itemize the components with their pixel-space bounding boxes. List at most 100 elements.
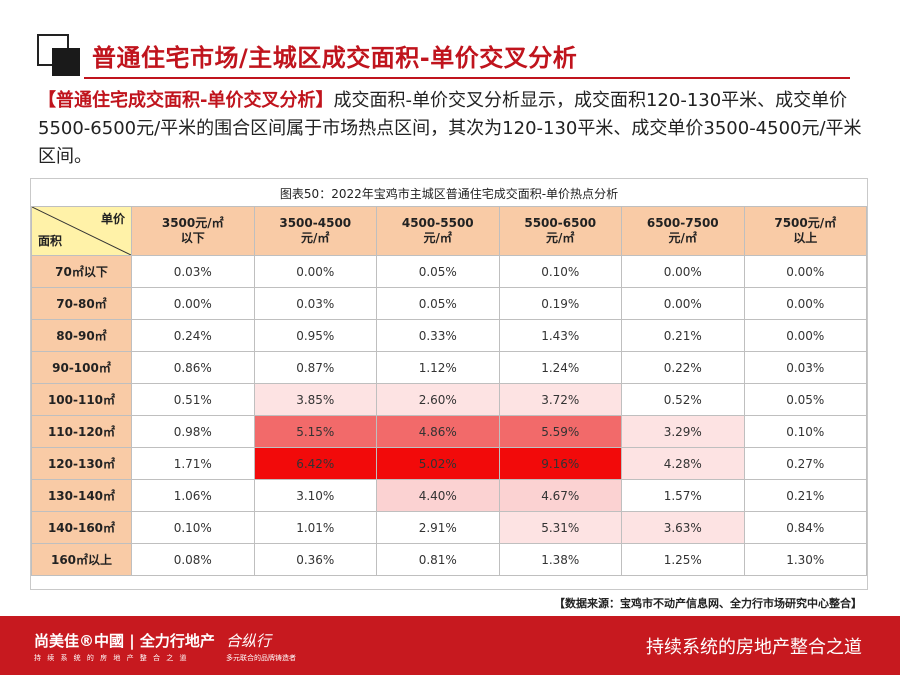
table-cell: 0.10% bbox=[131, 511, 255, 544]
table-row: 90-100㎡ 0.86% 0.87% 1.12% 1.24% 0.22% 0.03% bbox=[31, 351, 867, 384]
table-cell: 1.25% bbox=[621, 543, 745, 576]
heat-table-frame: 图表50：2022年宝鸡市主城区普通住宅成交面积-单价热点分析 单价 面积 35… bbox=[30, 178, 868, 590]
table-cell: 0.19% bbox=[498, 287, 622, 320]
table-cell: 4.28% bbox=[621, 447, 745, 480]
table-row: 100-110㎡ 0.51% 3.85% 2.60% 3.72% 0.52% 0.05% bbox=[31, 383, 867, 416]
column-header-line2: 元/㎡ bbox=[546, 231, 575, 245]
table-cell: 0.95% bbox=[253, 319, 377, 352]
table-cell: 0.00% bbox=[743, 255, 867, 288]
table-cell: 3.72% bbox=[498, 383, 622, 416]
intro-paragraph: 【普通住宅成交面积-单价交叉分析】成交面积-单价交叉分析显示，成交面积120-1… bbox=[38, 87, 868, 171]
table-cell: 1.01% bbox=[253, 511, 377, 544]
table-cell: 0.81% bbox=[376, 543, 500, 576]
column-header-line1: 5500-6500 bbox=[524, 216, 597, 230]
table-cell: 3.85% bbox=[253, 383, 377, 416]
heat-table: 单价 面积 3500元/㎡ 以下 3500-4500 元/㎡ 4500-5500 元/… bbox=[31, 206, 867, 576]
footer-bar: 尚美佳®中國 | 全力行地产 持 续 系 统 的 房 地 产 整 合 之 道 合… bbox=[0, 616, 900, 675]
table-cell: 0.24% bbox=[131, 319, 255, 352]
table-cell: 0.08% bbox=[131, 543, 255, 576]
column-header-line1: 6500-7500 bbox=[646, 216, 719, 230]
table-row: 140-160㎡ 0.10% 1.01% 2.91% 5.31% 3.63% 0.84% bbox=[31, 511, 867, 544]
table-cell: 0.36% bbox=[253, 543, 377, 576]
row-header: 100-110㎡ bbox=[31, 383, 132, 416]
table-cell: 0.00% bbox=[743, 287, 867, 320]
row-header: 90-100㎡ bbox=[31, 351, 132, 384]
table-cell: 0.21% bbox=[743, 479, 867, 512]
table-row: 160㎡以上 0.08% 0.36% 0.81% 1.38% 1.25% 1.30% bbox=[31, 543, 867, 576]
table-cell: 2.60% bbox=[376, 383, 500, 416]
table-row: 80-90㎡ 0.24% 0.95% 0.33% 1.43% 0.21% 0.00% bbox=[31, 319, 867, 352]
header-logo-block bbox=[52, 48, 80, 76]
table-corner-cell: 单价 面积 bbox=[31, 206, 132, 256]
table-cell: 0.05% bbox=[743, 383, 867, 416]
table-cell: 0.05% bbox=[376, 255, 500, 288]
intro-text: 成交面积-单价交叉分析显示，成交面积120-130平米、成交单价5500-650… bbox=[38, 90, 862, 167]
column-header-line2: 以下 bbox=[180, 231, 205, 245]
table-cell: 9.16% bbox=[498, 447, 622, 480]
corner-area-label: 面积 bbox=[38, 234, 63, 248]
column-header-line1: 4500-5500 bbox=[401, 216, 474, 230]
table-cell: 1.71% bbox=[131, 447, 255, 480]
table-cell: 0.86% bbox=[131, 351, 255, 384]
footer-brand-2-tagline: 多元联合的品牌铸造者 bbox=[226, 654, 296, 662]
row-header: 70-80㎡ bbox=[31, 287, 132, 320]
table-cell: 1.12% bbox=[376, 351, 500, 384]
table-row: 110-120㎡ 0.98% 5.15% 4.86% 5.59% 3.29% 0.10% bbox=[31, 415, 867, 448]
row-header: 80-90㎡ bbox=[31, 319, 132, 352]
column-header: 3500元/㎡ 以下 bbox=[131, 206, 255, 256]
table-row: 120-130㎡ 1.71% 6.42% 5.02% 9.16% 4.28% 0.27% bbox=[31, 447, 867, 480]
table-cell: 5.59% bbox=[498, 415, 622, 448]
table-cell: 5.31% bbox=[498, 511, 622, 544]
table-cell: 0.03% bbox=[131, 255, 255, 288]
table-cell: 0.00% bbox=[253, 255, 377, 288]
column-header-line1: 3500元/㎡ bbox=[161, 216, 224, 230]
row-header: 130-140㎡ bbox=[31, 479, 132, 512]
data-source-note: 【数据来源：宝鸡市不动产信息网、全力行市场研究中心整合】 bbox=[554, 597, 862, 610]
table-cell: 0.87% bbox=[253, 351, 377, 384]
table-cell: 0.00% bbox=[743, 319, 867, 352]
table-cell: 1.30% bbox=[743, 543, 867, 576]
table-cell: 0.00% bbox=[621, 287, 745, 320]
footer-brand-2: 合纵行 bbox=[226, 632, 272, 650]
page-title: 普通住宅市场/主城区成交面积-单价交叉分析 bbox=[92, 44, 578, 72]
table-cell: 4.40% bbox=[376, 479, 500, 512]
footer-slogan: 持续系统的房地产整合之道 bbox=[646, 637, 862, 658]
table-row: 70㎡以下 0.03% 0.00% 0.05% 0.10% 0.00% 0.00% bbox=[31, 255, 867, 288]
corner-diagonal bbox=[32, 207, 131, 255]
table-cell: 1.06% bbox=[131, 479, 255, 512]
table-cell: 2.91% bbox=[376, 511, 500, 544]
table-cell: 0.10% bbox=[743, 415, 867, 448]
column-header-line2: 元/㎡ bbox=[668, 231, 697, 245]
row-header: 70㎡以下 bbox=[31, 255, 132, 288]
table-cell: 0.05% bbox=[376, 287, 500, 320]
table-cell: 0.03% bbox=[743, 351, 867, 384]
column-header: 6500-7500 元/㎡ bbox=[621, 206, 745, 256]
column-header-line2: 元/㎡ bbox=[423, 231, 452, 245]
table-cell: 1.43% bbox=[498, 319, 622, 352]
column-header: 5500-6500 元/㎡ bbox=[498, 206, 622, 256]
column-header-line1: 3500-4500 bbox=[279, 216, 352, 230]
table-cell: 4.67% bbox=[498, 479, 622, 512]
table-row: 70-80㎡ 0.00% 0.03% 0.05% 0.19% 0.00% 0.00% bbox=[31, 287, 867, 320]
table-cell: 0.33% bbox=[376, 319, 500, 352]
table-cell: 6.42% bbox=[253, 447, 377, 480]
column-header: 7500元/㎡ 以上 bbox=[743, 206, 867, 256]
table-cell: 0.21% bbox=[621, 319, 745, 352]
table-cell: 0.00% bbox=[621, 255, 745, 288]
table-row: 130-140㎡ 1.06% 3.10% 4.40% 4.67% 1.57% 0.21% bbox=[31, 479, 867, 512]
table-cell: 0.98% bbox=[131, 415, 255, 448]
table-cell: 0.27% bbox=[743, 447, 867, 480]
row-header: 120-130㎡ bbox=[31, 447, 132, 480]
table-cell: 1.38% bbox=[498, 543, 622, 576]
row-header: 140-160㎡ bbox=[31, 511, 132, 544]
table-cell: 3.29% bbox=[621, 415, 745, 448]
row-header: 160㎡以上 bbox=[31, 543, 132, 576]
table-header-row: 单价 面积 3500元/㎡ 以下 3500-4500 元/㎡ 4500-5500 元/… bbox=[31, 206, 867, 256]
table-cell: 0.03% bbox=[253, 287, 377, 320]
table-cell: 4.86% bbox=[376, 415, 500, 448]
row-header: 110-120㎡ bbox=[31, 415, 132, 448]
footer-brand-tagline: 持 续 系 统 的 房 地 产 整 合 之 道 bbox=[34, 654, 189, 662]
table-cell: 0.52% bbox=[621, 383, 745, 416]
table-cell: 0.22% bbox=[621, 351, 745, 384]
column-header-line2: 元/㎡ bbox=[301, 231, 330, 245]
